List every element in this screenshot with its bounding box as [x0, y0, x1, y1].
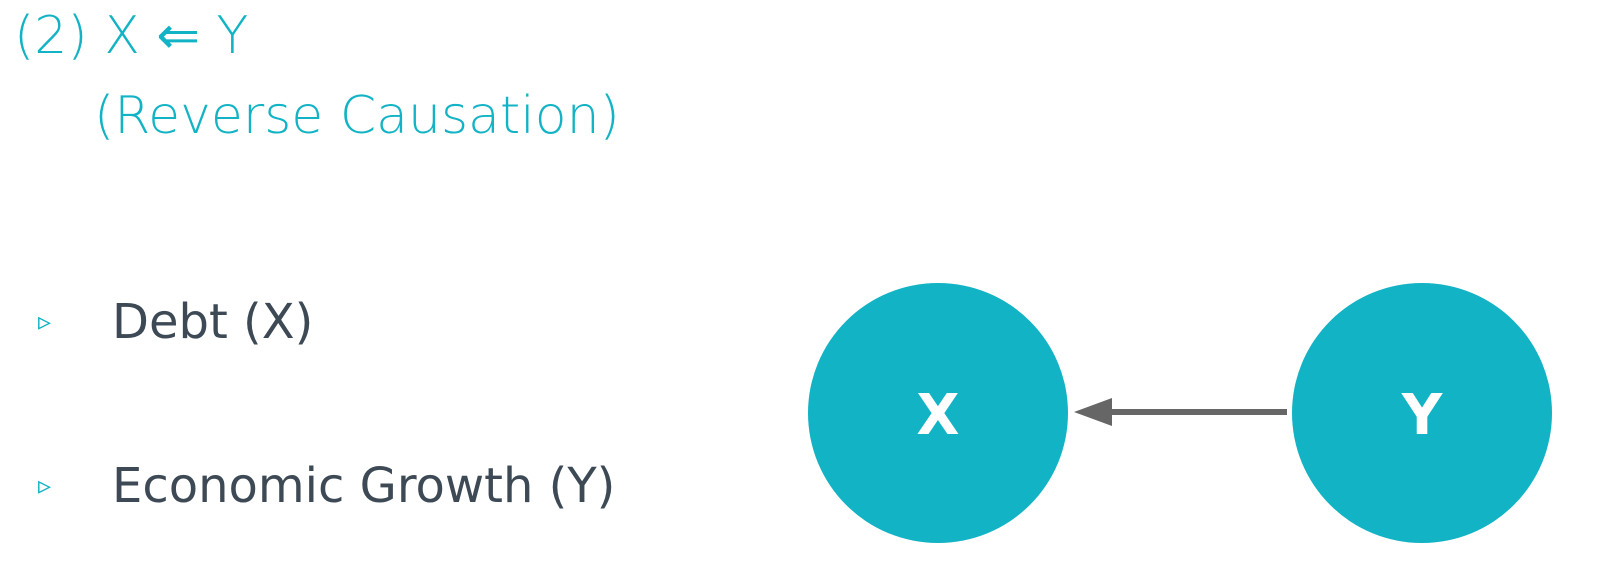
bullet-item-debt: ▹ Debt (X) [38, 292, 638, 352]
slide-title-line-2: (Reverse Causation) [94, 86, 620, 146]
arrowhead-icon [1074, 398, 1112, 426]
slide-title-line-1: (2) X ⇐ Y [14, 6, 249, 66]
node-x-circle [808, 283, 1068, 543]
node-y-circle [1292, 283, 1552, 543]
bullet-text: Economic Growth (Y) [112, 458, 616, 514]
node-y: Y [1292, 283, 1552, 543]
triangle-bullet-icon: ▹ [38, 471, 52, 501]
node-x-label: X [916, 383, 959, 448]
triangle-bullet-icon: ▹ [38, 307, 52, 337]
bullet-item-economic-growth: ▹ Economic Growth (Y) [38, 456, 638, 516]
node-y-label: Y [1401, 383, 1444, 448]
node-x: X [808, 283, 1068, 543]
bullet-text: Debt (X) [112, 294, 314, 350]
